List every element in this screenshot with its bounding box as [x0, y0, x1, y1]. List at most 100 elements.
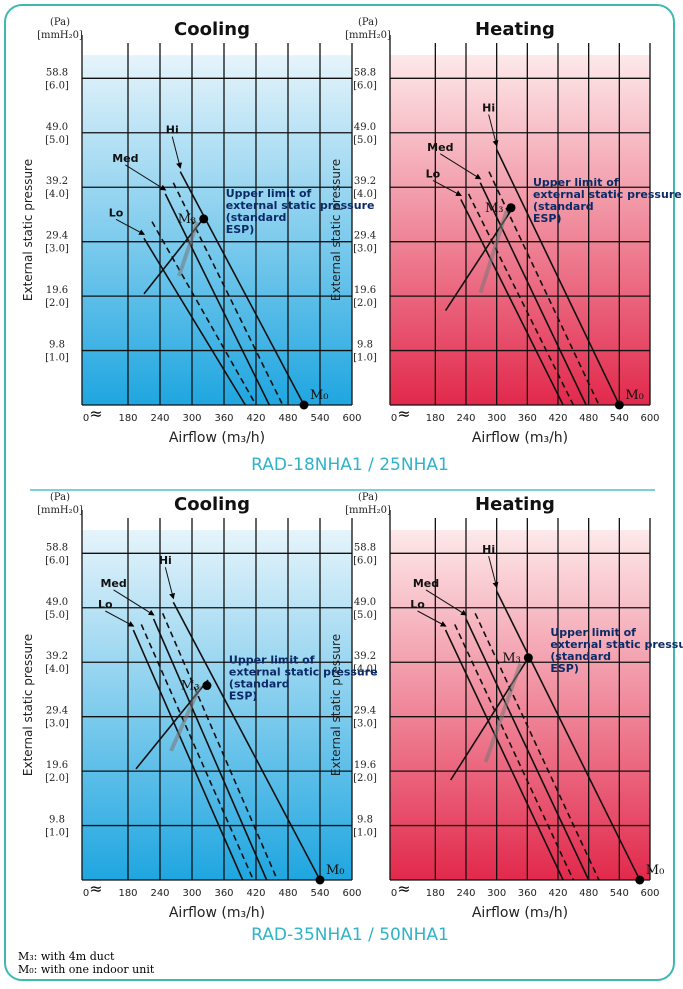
x-tick-label: 480: [579, 413, 598, 424]
series-line-lo: [140, 624, 255, 881]
plot-background: [390, 530, 650, 880]
y-tick-label-pa: 9.8: [357, 815, 373, 826]
y-tick-label-pa: 49.0: [354, 122, 376, 133]
y-unit-mm: [mmH₂0]: [37, 30, 83, 41]
point-label: M₀: [625, 388, 644, 403]
point-label: M₀: [326, 863, 345, 878]
y-tick-label-pa: 39.2: [354, 176, 376, 187]
x-tick-label: 300: [182, 413, 201, 424]
y-tick-label-pa: 39.2: [46, 651, 68, 662]
series-line-hi: [495, 149, 621, 406]
esp-annotation-line: Upper limit of: [226, 187, 312, 200]
y-tick-label-mm: [2.0]: [45, 773, 69, 784]
point-marker: [202, 681, 212, 691]
series-label-leader: [440, 153, 482, 180]
y-tick-label-pa: 9.8: [49, 340, 65, 351]
series-line-lo: [132, 629, 244, 881]
legend-notes: M₃: with 4m duct M₀: with one indoor uni…: [18, 950, 154, 976]
esp-limit-highlight: [483, 663, 523, 763]
y-tick-label-pa: 29.4: [354, 231, 376, 242]
point-marker: [614, 400, 624, 410]
chart-panel-3: ≈58.8 [6.0] 49.0 [5.0] 39.2 [4.0] 29.4 [3.0] 19.…: [21, 492, 378, 921]
chart-panel-2: ≈58.8 [6.0] 49.0 [5.0] 39.2 [4.0] 29.4 [3.0] 19.…: [329, 17, 682, 446]
y-tick-label-pa: 39.2: [354, 651, 376, 662]
x-tick-label: 540: [310, 413, 329, 424]
x-axis-title: Airflow (m₃/h): [472, 430, 568, 446]
point-label: M₃: [485, 201, 504, 216]
x-tick-label: 420: [246, 413, 265, 424]
x-tick-label: 240: [456, 888, 475, 899]
y-unit-pa: (Pa): [50, 492, 70, 503]
x-tick-label: 240: [150, 413, 169, 424]
chart-title: Heating: [475, 19, 555, 40]
y-tick-label-mm: [3.0]: [45, 244, 69, 255]
chart-title: Heating: [475, 494, 555, 515]
x-tick-label: 180: [426, 413, 445, 424]
y-tick-label-pa: 9.8: [357, 340, 373, 351]
series-label-med: Med: [413, 577, 439, 590]
series-line-lo: [454, 624, 575, 881]
y-tick-label-mm: [2.0]: [353, 773, 377, 784]
x-tick-label: 480: [278, 888, 297, 899]
note-m0: M₀: with one indoor unit: [18, 963, 155, 976]
esp-limit-highlight: [177, 221, 200, 277]
series-line-lo: [143, 237, 247, 406]
y-axis-title: External static pressure: [329, 159, 343, 301]
y-tick-label-mm: [2.0]: [353, 298, 377, 309]
y-tick-label-pa: 58.8: [46, 67, 68, 78]
series-line-med: [465, 618, 590, 881]
y-tick-label-pa: 39.2: [46, 176, 68, 187]
x-tick-label: 600: [342, 888, 361, 899]
point-marker: [635, 875, 645, 885]
series-line-hi: [172, 601, 321, 881]
x-tick-label: 0: [391, 413, 397, 424]
series-line-lo: [444, 629, 564, 881]
series-line-hi: [179, 171, 305, 406]
plot-background: [82, 55, 352, 405]
point-label: M₃: [181, 679, 200, 694]
series-label-lo: Lo: [109, 206, 124, 219]
x-tick-label: 420: [246, 888, 265, 899]
series-label-lo: Lo: [98, 598, 113, 611]
point-marker: [506, 203, 516, 213]
point-marker: [299, 400, 309, 410]
y-tick-label-mm: [4.0]: [45, 664, 69, 675]
x-tick-label: 180: [426, 888, 445, 899]
x-tick-label: 480: [278, 413, 297, 424]
y-tick-label-mm: [2.0]: [45, 298, 69, 309]
x-tick-label: 540: [610, 413, 629, 424]
series-line-med: [488, 171, 600, 406]
esp-annotation-line: external static pressure: [229, 666, 378, 679]
y-tick-label-pa: 29.4: [354, 706, 376, 717]
esp-annotation-line: external static pressure: [226, 199, 375, 212]
y-axis-title: External static pressure: [21, 159, 35, 301]
y-tick-label-pa: 19.6: [46, 285, 68, 296]
x-tick-label: 300: [487, 888, 506, 899]
y-tick-label-pa: 19.6: [354, 760, 376, 771]
y-tick-label-pa: 49.0: [46, 122, 68, 133]
series-label-leader: [488, 114, 499, 147]
point-marker: [315, 875, 325, 885]
esp-limit-highlight: [169, 685, 202, 752]
series-line-med: [161, 613, 279, 881]
x-tick-label: 600: [640, 413, 659, 424]
y-unit-mm: [mmH₂0]: [345, 30, 391, 41]
y-unit-mm: [mmH₂0]: [345, 505, 391, 516]
axis-break-icon: ≈: [89, 879, 102, 898]
y-unit-pa: (Pa): [358, 492, 378, 503]
series-label-leader: [105, 610, 135, 627]
y-tick-label-pa: 58.8: [354, 542, 376, 553]
y-tick-label-pa: 29.4: [46, 231, 68, 242]
chart-panel-1: ≈58.8 [6.0] 49.0 [5.0] 39.2 [4.0] 29.4 [3.0] 19.…: [21, 17, 374, 446]
y-unit-pa: (Pa): [358, 17, 378, 28]
point-label: M₀: [646, 863, 665, 878]
x-tick-label: 540: [310, 888, 329, 899]
series-line-med: [152, 618, 268, 881]
point-label: M₃: [178, 212, 197, 227]
model-group-label: RAD-18NHA1 / 25NHA1: [251, 455, 449, 475]
y-tick-label-pa: 49.0: [354, 597, 376, 608]
x-tick-label: 600: [342, 413, 361, 424]
y-unit-mm: [mmH₂0]: [37, 505, 83, 516]
chart-title: Cooling: [174, 494, 250, 515]
